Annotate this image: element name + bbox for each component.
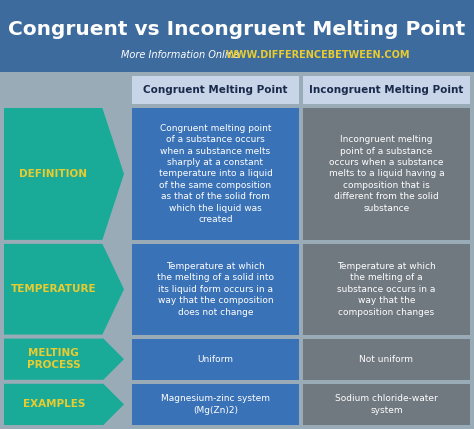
Text: Temperature at which
the melting of a
substance occurs in a
way that the
composi: Temperature at which the melting of a su… bbox=[337, 262, 436, 317]
Bar bbox=[132, 384, 299, 425]
Text: Magnesium-zinc system
(Mg(Zn)2): Magnesium-zinc system (Mg(Zn)2) bbox=[161, 394, 270, 414]
Bar bbox=[0, 0, 474, 72]
Bar bbox=[303, 338, 470, 380]
Text: Congruent melting point
of a substance occurs
when a substance melts
sharply at : Congruent melting point of a substance o… bbox=[159, 124, 273, 224]
Text: Incongruent melting
point of a substance
occurs when a substance
melts to a liqu: Incongruent melting point of a substance… bbox=[328, 135, 444, 213]
Polygon shape bbox=[4, 384, 124, 425]
Text: Uniform: Uniform bbox=[198, 355, 234, 364]
Text: Congruent Melting Point: Congruent Melting Point bbox=[143, 85, 288, 95]
Text: WWW.DIFFERENCEBETWEEN.COM: WWW.DIFFERENCEBETWEEN.COM bbox=[225, 50, 410, 60]
Bar bbox=[303, 108, 470, 240]
Bar bbox=[303, 76, 470, 104]
Text: DEFINITION: DEFINITION bbox=[19, 169, 87, 179]
Bar bbox=[132, 244, 299, 335]
Bar bbox=[132, 108, 299, 240]
Text: Incongruent Melting Point: Incongruent Melting Point bbox=[310, 85, 464, 95]
Text: Congruent vs Incongruent Melting Point: Congruent vs Incongruent Melting Point bbox=[9, 20, 465, 39]
Text: Temperature at which
the melting of a solid into
its liquid form occurs in a
way: Temperature at which the melting of a so… bbox=[157, 262, 274, 317]
Bar bbox=[303, 384, 470, 425]
Text: EXAMPLES: EXAMPLES bbox=[22, 399, 85, 409]
Text: More Information Online: More Information Online bbox=[121, 50, 239, 60]
Text: TEMPERATURE: TEMPERATURE bbox=[10, 284, 96, 294]
Text: Sodium chloride-water
system: Sodium chloride-water system bbox=[335, 394, 438, 414]
Polygon shape bbox=[4, 338, 124, 380]
Text: Not uniform: Not uniform bbox=[359, 355, 413, 364]
Polygon shape bbox=[4, 108, 124, 240]
Polygon shape bbox=[4, 244, 124, 335]
Bar bbox=[303, 244, 470, 335]
Bar bbox=[132, 76, 299, 104]
Text: MELTING
PROCESS: MELTING PROCESS bbox=[27, 348, 81, 370]
Bar bbox=[132, 338, 299, 380]
